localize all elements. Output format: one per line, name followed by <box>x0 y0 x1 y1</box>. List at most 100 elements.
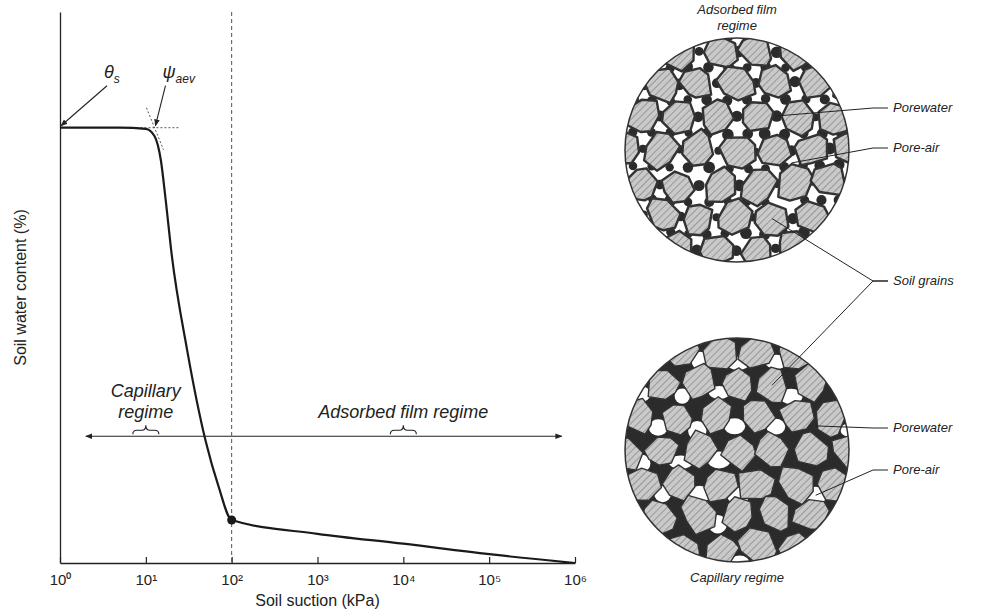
grain <box>779 332 811 369</box>
grain <box>662 172 695 203</box>
grain <box>725 264 757 296</box>
grain <box>743 400 776 433</box>
pore-water <box>722 261 732 271</box>
diagram <box>606 0 885 296</box>
grain <box>743 102 774 131</box>
diagram-label: Pore-air <box>893 140 940 155</box>
x-tick-mark <box>146 557 147 563</box>
x-tick: 10¹ <box>135 557 157 588</box>
grain <box>795 362 828 402</box>
diagram-ground <box>625 38 849 262</box>
grain <box>759 496 788 531</box>
diagram-outline <box>625 338 849 562</box>
pore-water <box>852 193 864 205</box>
plot-area <box>60 12 575 563</box>
regime-brace <box>133 425 159 434</box>
leader-line <box>772 219 888 281</box>
grain <box>778 164 813 201</box>
grain <box>645 68 678 103</box>
x-tick-label: 10³ <box>307 571 329 588</box>
x-tick-label: 10¹ <box>135 571 157 588</box>
grain <box>778 467 813 505</box>
grain <box>604 367 639 397</box>
grain <box>834 501 867 533</box>
x-tick-label: 10⁶ <box>564 571 587 588</box>
grain <box>759 65 791 98</box>
diagrams: Adsorbed filmregimeCapillary regimePorew… <box>602 0 954 600</box>
text-line: Capillary <box>111 381 182 401</box>
grain <box>666 535 699 565</box>
grain <box>780 231 810 266</box>
grain <box>663 32 694 71</box>
grain <box>834 133 867 163</box>
grain <box>625 398 652 434</box>
diagram-label: Soil grains <box>893 273 954 288</box>
diagram <box>602 299 868 600</box>
grain <box>644 437 679 465</box>
boundary-point <box>227 516 236 525</box>
grain <box>755 203 789 236</box>
y-axis <box>60 13 61 564</box>
figure: 10⁰10¹10²10³10⁴10⁵10⁶Soil suction (kPa)S… <box>0 0 1000 614</box>
diagram-ground <box>625 338 849 562</box>
pore-air <box>840 423 858 437</box>
grain <box>644 132 680 171</box>
grain <box>706 534 739 568</box>
grain <box>662 101 695 134</box>
diagram-label: Pore-air <box>893 462 940 477</box>
annotation-symbol: ψ <box>162 62 175 82</box>
grain <box>682 363 715 399</box>
leader-line <box>816 426 888 428</box>
regime-arrow <box>86 436 232 437</box>
grain <box>757 135 791 166</box>
diagram-title: Adsorbed filmregime <box>696 2 777 33</box>
diagram-label: Porewater <box>893 420 953 435</box>
grain <box>811 164 846 195</box>
grain <box>701 397 731 434</box>
annotation: θs <box>104 62 120 86</box>
grain <box>722 368 752 401</box>
x-tick-mark <box>317 557 318 563</box>
annotation: ψaev <box>162 62 195 86</box>
grain <box>779 401 814 433</box>
grain <box>703 100 734 135</box>
grain <box>684 205 713 235</box>
pore-water <box>853 159 863 169</box>
annotation-symbol: θ <box>104 62 114 82</box>
grain <box>684 430 718 469</box>
grain <box>647 198 680 230</box>
x-tick-mark <box>403 557 404 563</box>
grain <box>662 405 692 435</box>
pore-water <box>743 261 753 271</box>
grain <box>782 100 814 136</box>
grain <box>756 367 786 403</box>
leader-line <box>772 281 888 385</box>
diagram-label: Porewater <box>893 100 953 115</box>
grain <box>610 67 641 100</box>
diagram-outline <box>625 38 849 262</box>
grain <box>667 333 699 366</box>
leader-line <box>792 148 888 163</box>
x-tick-mark <box>575 557 576 563</box>
grain <box>721 299 751 337</box>
curve <box>60 128 575 563</box>
text-line: Adsorbed film <box>696 2 777 17</box>
x-tick: 10⁴ <box>392 557 415 588</box>
annotations: θsψaevCapillaryregimeAdsorbed film regim… <box>61 62 562 437</box>
grain <box>794 432 828 466</box>
text-line: regime <box>118 402 173 422</box>
grain <box>830 366 866 398</box>
regime-boundary <box>231 12 232 563</box>
annotation-arrow <box>61 86 107 126</box>
grain <box>679 68 711 97</box>
grain <box>722 497 752 532</box>
grain <box>716 66 755 100</box>
leader-line <box>816 470 888 495</box>
x-tick: 10⁵ <box>478 557 501 588</box>
regime-brace <box>390 425 416 434</box>
grain <box>754 431 788 467</box>
grain <box>833 64 868 102</box>
grain <box>602 437 643 470</box>
grain <box>816 400 846 437</box>
annotation-subscript: aev <box>176 72 196 86</box>
